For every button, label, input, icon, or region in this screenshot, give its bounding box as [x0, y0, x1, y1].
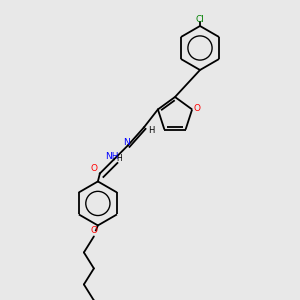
Text: N: N: [124, 138, 130, 147]
Text: O: O: [194, 104, 201, 113]
Text: NH: NH: [105, 152, 119, 161]
Text: H: H: [116, 154, 122, 163]
Text: O: O: [90, 226, 98, 235]
Text: Cl: Cl: [196, 14, 204, 23]
Text: O: O: [90, 164, 98, 173]
Text: H: H: [148, 126, 154, 135]
